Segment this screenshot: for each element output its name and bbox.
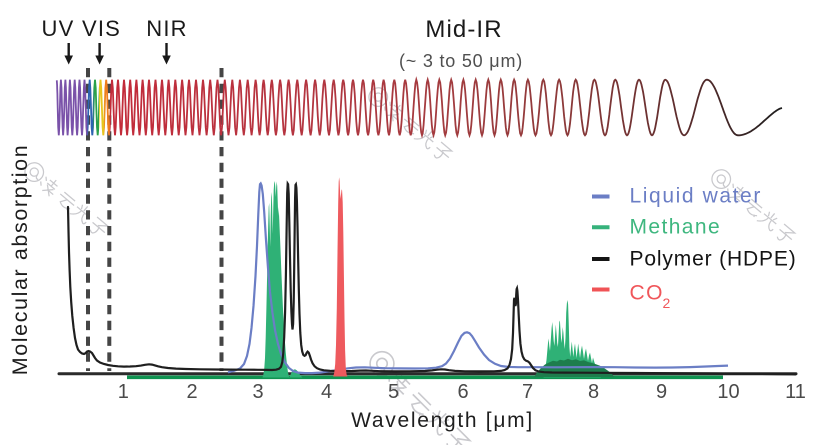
svg-text:CO: CO <box>630 282 665 305</box>
svg-text:2: 2 <box>663 295 671 311</box>
svg-text:(~ 3 to 50 μm): (~ 3 to 50 μm) <box>399 51 523 71</box>
svg-text:4: 4 <box>321 381 332 403</box>
svg-text:NIR: NIR <box>146 16 188 41</box>
svg-text:3: 3 <box>252 381 263 403</box>
svg-text:Polymer (HDPE): Polymer (HDPE) <box>630 248 797 271</box>
svg-text:Molecular absorption: Molecular absorption <box>8 144 32 376</box>
svg-text:11: 11 <box>785 381 806 403</box>
svg-text:VIS: VIS <box>82 16 121 41</box>
svg-text:5: 5 <box>388 381 399 403</box>
svg-text:7: 7 <box>522 381 533 403</box>
svg-text:1: 1 <box>118 381 129 403</box>
svg-text:UV: UV <box>42 16 75 41</box>
svg-text:9: 9 <box>656 381 667 403</box>
svg-text:Mid-IR: Mid-IR <box>425 16 502 43</box>
svg-text:2: 2 <box>186 381 197 403</box>
svg-text:6: 6 <box>457 381 468 403</box>
svg-text:Methane: Methane <box>630 216 722 239</box>
svg-text:8: 8 <box>588 381 599 403</box>
svg-text:Liquid water: Liquid water <box>630 185 762 208</box>
svg-text:10: 10 <box>717 381 739 403</box>
svg-text:Wavelength [μm]: Wavelength [μm] <box>351 409 534 432</box>
